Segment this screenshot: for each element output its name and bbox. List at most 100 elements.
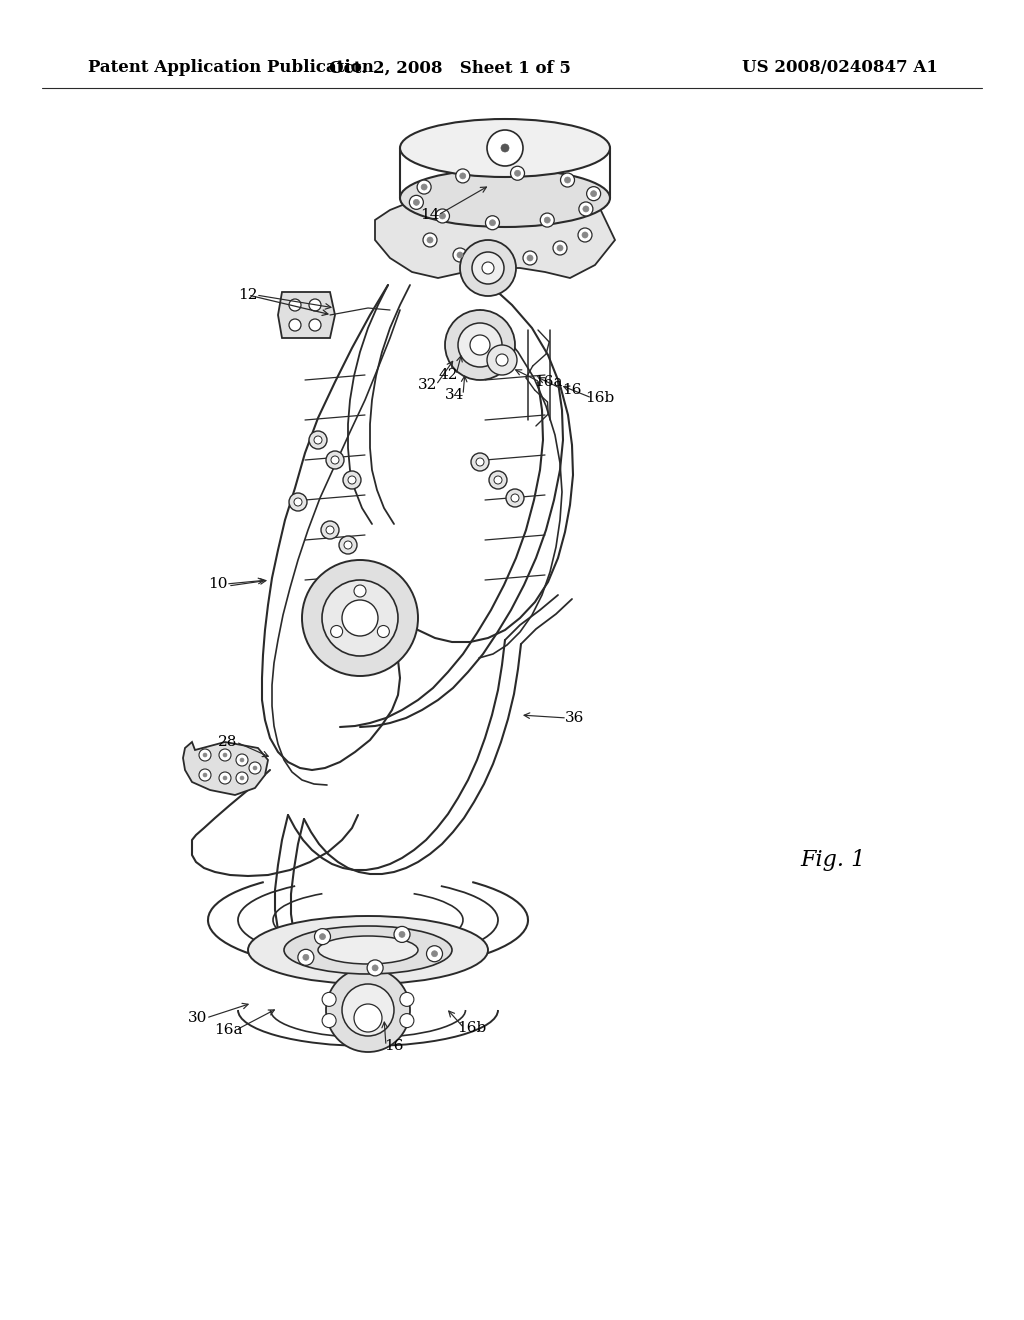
Text: 42: 42 [438, 368, 458, 381]
Circle shape [511, 166, 524, 181]
Circle shape [514, 170, 520, 177]
Text: 16a: 16a [534, 375, 562, 389]
Circle shape [492, 257, 498, 263]
Circle shape [339, 536, 357, 554]
Circle shape [458, 323, 502, 367]
Polygon shape [278, 292, 335, 338]
Circle shape [427, 945, 442, 962]
Circle shape [289, 319, 301, 331]
Circle shape [253, 766, 257, 770]
Ellipse shape [248, 916, 488, 983]
Circle shape [236, 754, 248, 766]
Text: 16a: 16a [214, 1023, 243, 1038]
Ellipse shape [318, 936, 418, 964]
Circle shape [557, 246, 563, 251]
Circle shape [240, 758, 244, 762]
Circle shape [322, 579, 398, 656]
Circle shape [494, 477, 502, 484]
Polygon shape [183, 742, 268, 795]
Circle shape [417, 180, 431, 194]
Circle shape [298, 949, 314, 965]
Circle shape [309, 432, 327, 449]
Circle shape [453, 248, 467, 261]
Circle shape [314, 436, 322, 444]
Circle shape [460, 240, 516, 296]
Circle shape [435, 209, 450, 223]
Circle shape [541, 213, 554, 227]
Circle shape [289, 300, 301, 312]
Circle shape [496, 354, 508, 366]
Text: 16: 16 [562, 383, 582, 397]
Circle shape [427, 238, 433, 243]
Circle shape [482, 261, 494, 275]
Circle shape [489, 219, 496, 226]
Circle shape [553, 242, 567, 255]
Circle shape [326, 451, 344, 469]
Text: 32: 32 [419, 378, 437, 392]
Circle shape [344, 541, 352, 549]
Circle shape [302, 560, 418, 676]
Circle shape [309, 300, 321, 312]
Text: 34: 34 [445, 388, 465, 403]
Circle shape [323, 993, 336, 1006]
Circle shape [423, 234, 437, 247]
Circle shape [582, 232, 588, 238]
Circle shape [223, 752, 227, 756]
Circle shape [348, 477, 356, 484]
Circle shape [343, 471, 361, 488]
Ellipse shape [284, 927, 452, 974]
Circle shape [303, 954, 309, 961]
Circle shape [378, 626, 389, 638]
Circle shape [219, 772, 231, 784]
Circle shape [523, 251, 537, 265]
Circle shape [471, 453, 489, 471]
Text: 30: 30 [188, 1011, 208, 1026]
Circle shape [319, 933, 326, 940]
Text: Oct. 2, 2008   Sheet 1 of 5: Oct. 2, 2008 Sheet 1 of 5 [329, 59, 571, 77]
Circle shape [544, 216, 550, 223]
Circle shape [527, 255, 534, 261]
Text: 12: 12 [239, 288, 258, 302]
Ellipse shape [400, 119, 610, 177]
Circle shape [323, 1014, 336, 1027]
Circle shape [289, 492, 307, 511]
Circle shape [219, 748, 231, 762]
Text: 28: 28 [218, 735, 238, 748]
Circle shape [506, 488, 524, 507]
Circle shape [591, 190, 597, 197]
Circle shape [199, 770, 211, 781]
Circle shape [578, 228, 592, 242]
Circle shape [410, 195, 423, 210]
Circle shape [354, 585, 366, 597]
Circle shape [400, 993, 414, 1006]
Circle shape [489, 471, 507, 488]
Circle shape [199, 748, 211, 762]
Circle shape [368, 960, 383, 975]
Circle shape [394, 927, 410, 942]
Circle shape [331, 455, 339, 465]
Circle shape [470, 335, 490, 355]
Text: 10: 10 [208, 577, 227, 591]
Circle shape [564, 177, 570, 183]
Circle shape [485, 215, 500, 230]
Circle shape [414, 199, 420, 206]
Circle shape [223, 776, 227, 780]
Circle shape [460, 173, 466, 180]
Circle shape [342, 983, 394, 1036]
Ellipse shape [400, 169, 610, 227]
Circle shape [431, 950, 437, 957]
Circle shape [399, 932, 406, 937]
Circle shape [421, 183, 427, 190]
Circle shape [579, 202, 593, 216]
Circle shape [400, 1014, 414, 1027]
Text: 16b: 16b [586, 391, 614, 405]
Circle shape [560, 173, 574, 187]
Circle shape [501, 144, 509, 152]
Text: Patent Application Publication: Patent Application Publication [88, 59, 374, 77]
Circle shape [487, 129, 523, 166]
Circle shape [487, 345, 517, 375]
Circle shape [236, 772, 248, 784]
Circle shape [331, 626, 343, 638]
Circle shape [203, 752, 207, 756]
Circle shape [203, 774, 207, 777]
